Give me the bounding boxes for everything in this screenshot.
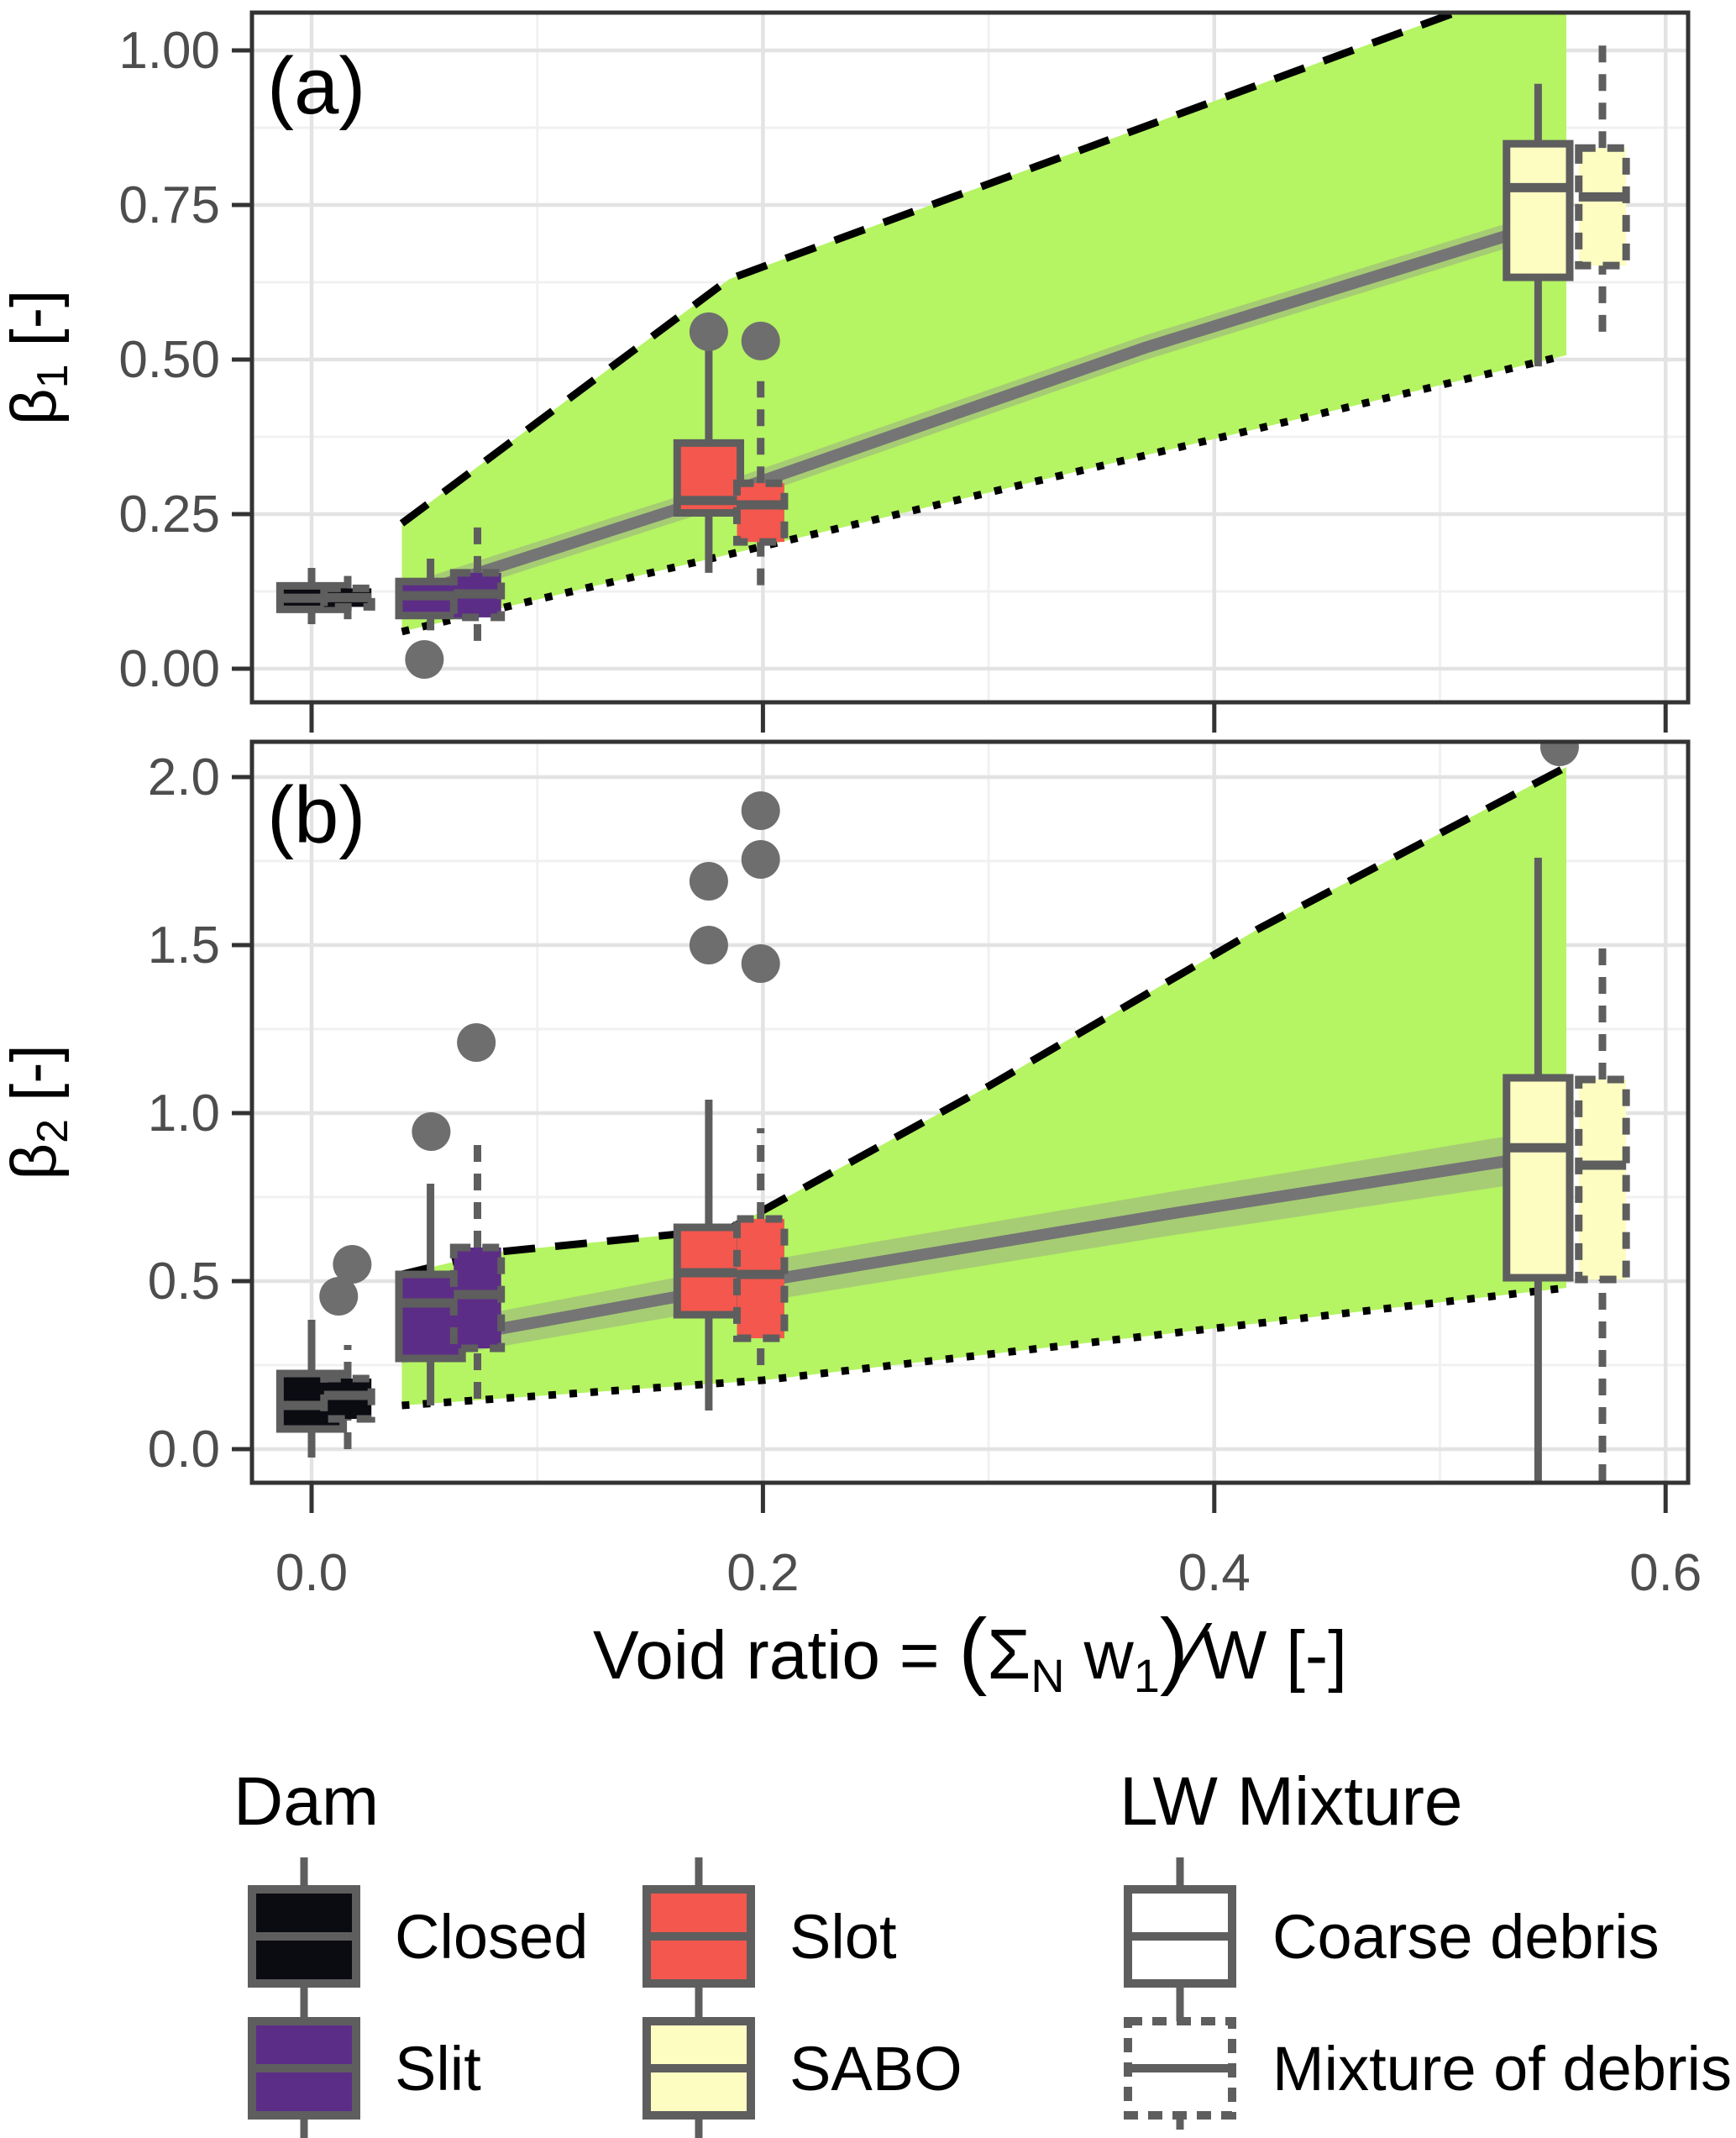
legend-key-mixture-of-debris (1124, 1989, 1236, 2138)
panel-a-plot-area (252, 13, 1688, 702)
y-tick-label: 0.25 (118, 486, 220, 544)
y-tick-label: 0.0 (148, 1421, 220, 1479)
y-tick-label: 1.00 (118, 22, 220, 80)
outlier-dot (741, 840, 780, 879)
legend-label-closed: Closed (395, 1902, 588, 1972)
y-tick-label: 2.0 (148, 749, 220, 806)
y-tick-label: 1.0 (148, 1085, 220, 1143)
y-tick-label: 0.5 (148, 1253, 220, 1311)
legend-key-closed (248, 1857, 360, 2015)
boxplot-slit-solid-box (395, 1270, 466, 1363)
legend-label-coarse-debris: Coarse debris (1272, 1902, 1660, 1972)
outlier-dot (741, 791, 780, 830)
legend-label-mixture-of-debris: Mixture of debris (1272, 2034, 1732, 2104)
x-tick-label: 0.2 (726, 1544, 799, 1602)
envelope-upper-dashed-line (399, 13, 1466, 527)
legend-key-sabo (642, 1989, 755, 2138)
outlier-dot (689, 312, 728, 351)
outlier-dot (689, 926, 728, 964)
legend-key-slit (248, 1989, 360, 2138)
outlier-dot (333, 1245, 372, 1284)
y-tick-label: 0.50 (118, 331, 220, 389)
outlier-dot (1539, 742, 1579, 766)
panel-a-label: (a) (267, 41, 365, 131)
trend-line (396, 1146, 1572, 1353)
panel-b-label: (b) (267, 770, 365, 860)
legend-label-slot: Slot (789, 1902, 897, 1972)
outlier-dot (457, 1023, 496, 1062)
trend-line (396, 211, 1572, 604)
y-axis-label-beta2: β2 [-] (0, 1044, 77, 1179)
boxplot-sabo-dashed-box (1575, 144, 1630, 270)
y-tick-label: 0.00 (118, 640, 220, 698)
envelope-lower-dotted-line (401, 351, 1568, 636)
legend-key-slot (642, 1857, 755, 2015)
legend-dam-title: Dam (233, 1763, 379, 1840)
boxplot-slot-dashed-box (732, 479, 789, 546)
y-axis-label-beta1: β1 [-] (0, 290, 77, 425)
y-tick-label: 1.5 (148, 917, 220, 974)
envelope-lower-dotted-line (401, 1284, 1567, 1410)
legend-label-sabo: SABO (789, 2034, 962, 2104)
outlier-dot (319, 1277, 359, 1316)
legend-lw-title: LW Mixture (1120, 1763, 1463, 1840)
legend-key-coarse-debris (1124, 1857, 1236, 2015)
outlier-dot (689, 862, 728, 901)
legend-label-slit: Slit (395, 2034, 481, 2104)
x-tick-label: 0.4 (1178, 1544, 1251, 1602)
boxplot-sabo-solid-box (1503, 139, 1574, 281)
boxplot-sabo-solid-box (1503, 1074, 1574, 1282)
outlier-dot (405, 639, 444, 679)
x-axis-title: Void ratio = (ΣN w1)∕W [-] (593, 1601, 1347, 1702)
outlier-dot (741, 321, 780, 360)
y-tick-label: 0.75 (118, 176, 220, 234)
x-tick-label: 0.6 (1629, 1544, 1702, 1602)
x-tick-label: 0.0 (275, 1544, 348, 1602)
outlier-dot (412, 1112, 451, 1151)
outlier-dot (741, 944, 780, 983)
boxplot-sabo-dashed-box (1575, 1075, 1630, 1284)
panel-b-plot-area (252, 742, 1688, 1483)
